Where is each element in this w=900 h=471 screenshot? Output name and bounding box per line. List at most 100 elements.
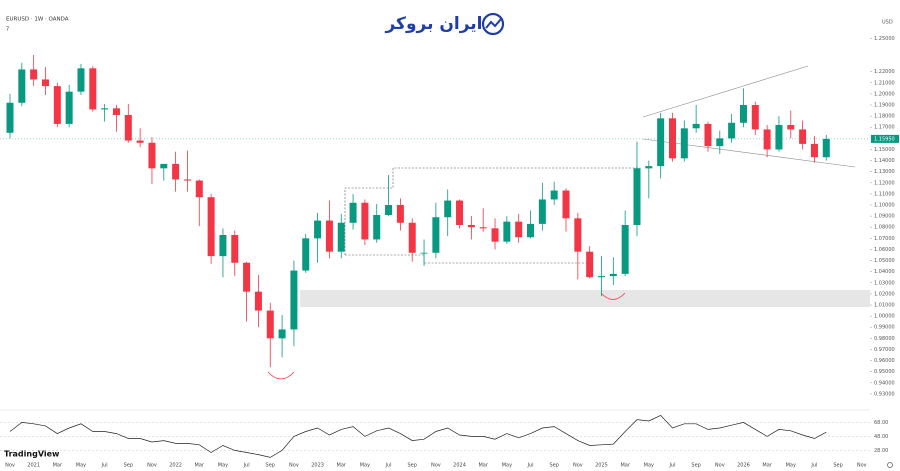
candle-body xyxy=(657,118,665,167)
candle-body xyxy=(645,166,653,169)
candle-body xyxy=(728,122,736,139)
x-tick-label: Nov xyxy=(147,463,157,469)
x-tick-label: Jul xyxy=(243,463,250,469)
candle-body xyxy=(680,128,688,159)
x-tick-label: 2026 xyxy=(737,463,750,469)
last-price-box xyxy=(871,134,899,143)
y-tick-label: 0.95000 xyxy=(874,369,895,375)
indicator-line xyxy=(9,414,827,458)
x-tick-label: Nov xyxy=(431,463,441,469)
candle-body xyxy=(266,310,274,339)
candle-body xyxy=(420,252,428,254)
candle-body xyxy=(799,129,807,144)
candle-body xyxy=(479,227,487,229)
candle-body xyxy=(6,102,14,133)
x-tick-label: 2025 xyxy=(595,463,608,469)
y-tick-label: 1.25000 xyxy=(874,36,895,42)
candle-body xyxy=(574,218,582,252)
candle-body xyxy=(822,138,830,158)
candle-body xyxy=(254,291,262,311)
x-tick-label: Mar xyxy=(620,463,630,469)
x-tick-label: May xyxy=(786,463,796,469)
candle-body xyxy=(586,251,594,278)
candle-body xyxy=(349,202,357,223)
x-tick-label: May xyxy=(502,463,512,469)
candle-body xyxy=(219,235,227,257)
candle-body xyxy=(562,190,570,219)
y-tick-label: 1.06000 xyxy=(874,247,895,253)
candle-body xyxy=(716,138,724,147)
y-tick-label: 1.11000 xyxy=(874,191,895,197)
y-tick-label: 1.10000 xyxy=(874,203,895,209)
settings-icon[interactable] xyxy=(887,462,893,468)
candle-body xyxy=(432,217,440,253)
bottom-arc xyxy=(267,371,295,380)
candle-body xyxy=(668,118,676,159)
symbol-title: EURUSD · 1W · OANDA xyxy=(6,17,69,23)
y-tick-label: 1.08000 xyxy=(874,225,895,231)
indicator-label: 7 xyxy=(6,27,9,33)
candle-body xyxy=(148,142,156,169)
y-tick-label: 0.99000 xyxy=(874,325,895,331)
y-tick-label: 0.93000 xyxy=(874,391,895,397)
candle-body xyxy=(751,105,759,130)
x-tick-label: Sep xyxy=(124,463,133,469)
candle-body xyxy=(160,163,168,169)
x-tick-label: May xyxy=(76,463,86,469)
y-tick-label: 0.97000 xyxy=(874,347,895,353)
y-tick-label: 0.98000 xyxy=(874,336,895,342)
x-tick-label: May xyxy=(360,463,370,469)
candle-body xyxy=(337,222,345,252)
y-tick-label: 1.02000 xyxy=(874,291,895,297)
candle-body xyxy=(621,225,629,274)
x-tick-label: Mar xyxy=(762,463,772,469)
candle-body xyxy=(763,129,771,150)
x-tick-label: Mar xyxy=(337,463,347,469)
candle-body xyxy=(278,329,286,339)
y-tick-label: 0.94000 xyxy=(874,380,895,386)
candle-body xyxy=(172,163,180,180)
candle-body xyxy=(444,200,452,218)
y-tick-label: 1.12000 xyxy=(874,180,895,186)
lower-trendline xyxy=(642,138,856,168)
tradingview-logo: TradingView xyxy=(4,450,60,459)
candle-body xyxy=(456,200,464,225)
x-tick-label: Mar xyxy=(195,463,205,469)
x-tick-label: Sep xyxy=(549,463,558,469)
x-tick-label: 2024 xyxy=(453,463,466,469)
candle-body xyxy=(396,205,404,223)
candle-body xyxy=(124,115,132,141)
candle-body xyxy=(112,108,120,115)
logo-icon xyxy=(481,12,505,36)
candle-body xyxy=(775,125,783,150)
y-tick-label: 1.20000 xyxy=(874,91,895,97)
y-tick-label: 1.03000 xyxy=(874,280,895,286)
range-box-bottom xyxy=(345,254,590,264)
last-price-label: 1.15950 xyxy=(874,136,895,142)
candle-body xyxy=(101,108,109,110)
candle-body xyxy=(527,223,535,238)
y-tick-label: 1.22000 xyxy=(874,69,895,75)
y-tick-label: 1.09000 xyxy=(874,214,895,220)
candle-body xyxy=(491,228,499,242)
y-tick-label: 1.19000 xyxy=(874,103,895,109)
x-tick-label: Jul xyxy=(668,463,675,469)
candle-body xyxy=(89,68,97,110)
candle-body xyxy=(550,190,558,200)
y-tick-label: 1.00000 xyxy=(874,314,895,320)
candle-body xyxy=(183,179,191,181)
support-zone xyxy=(300,290,870,307)
y-tick-label: 1.05000 xyxy=(874,258,895,264)
candle-body xyxy=(314,220,322,239)
x-tick-label: Sep xyxy=(408,463,417,469)
candle-body xyxy=(609,273,617,277)
y-tick-label: 1.07000 xyxy=(874,236,895,242)
x-tick-label: Sep xyxy=(266,463,275,469)
candle-body xyxy=(515,221,523,238)
x-tick-label: Mar xyxy=(478,463,488,469)
y-tick-label: 1.14000 xyxy=(874,158,895,164)
x-tick-label: Jul xyxy=(385,463,392,469)
bottom-arc xyxy=(600,292,626,300)
